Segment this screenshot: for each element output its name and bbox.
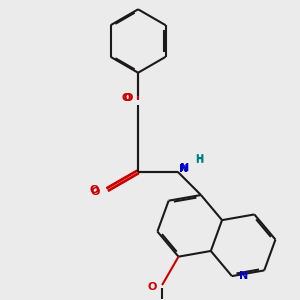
Text: O: O [90, 184, 99, 195]
Text: H: H [196, 154, 204, 164]
Text: O: O [124, 94, 133, 103]
Text: H: H [196, 155, 204, 165]
Text: N: N [179, 164, 188, 174]
Text: O: O [122, 94, 131, 103]
Text: O: O [148, 282, 157, 292]
Text: O: O [91, 187, 100, 196]
Text: N: N [239, 271, 248, 281]
Text: N: N [180, 163, 189, 173]
